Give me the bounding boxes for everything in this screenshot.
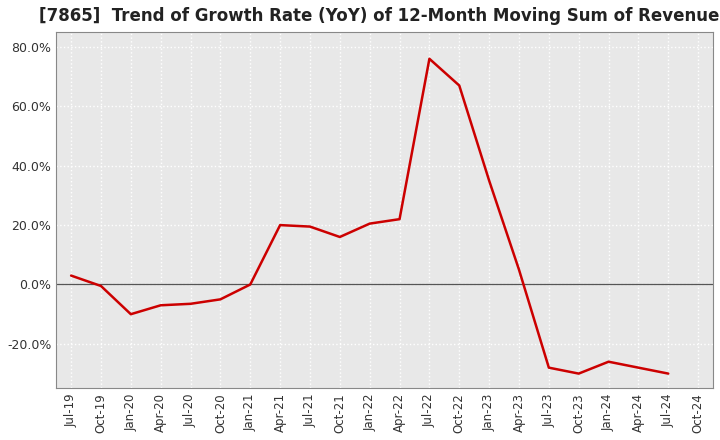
Title: [7865]  Trend of Growth Rate (YoY) of 12-Month Moving Sum of Revenues: [7865] Trend of Growth Rate (YoY) of 12-…	[40, 7, 720, 25]
